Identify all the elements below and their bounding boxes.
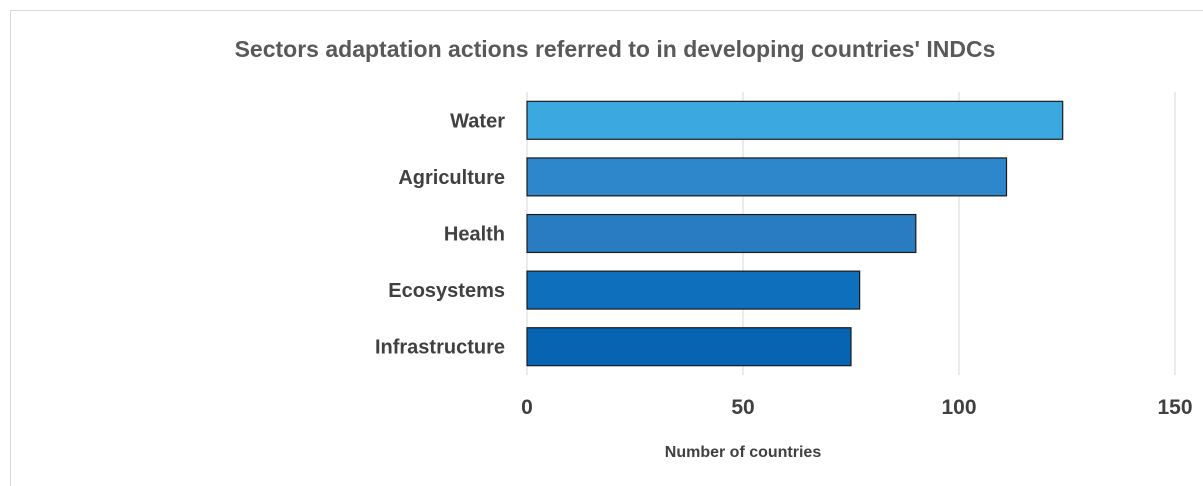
chart-frame — [10, 10, 1203, 486]
bar-agriculture — [526, 157, 1008, 197]
x-tick-label-50: 50 — [731, 396, 754, 419]
category-label-infrastructure: Infrastructure — [375, 337, 505, 359]
x-tick-label-150: 150 — [1157, 396, 1192, 419]
x-axis-label: Number of countries — [665, 444, 822, 461]
category-label-agriculture: Agriculture — [398, 167, 505, 189]
bars — [526, 100, 1064, 367]
x-tick-label-0: 0 — [521, 396, 533, 419]
category-label-water: Water — [450, 110, 505, 132]
category-labels: Water Agriculture Health Ecosystems Infrastr… — [375, 110, 505, 358]
tick-labels: 0 50 100 150 — [521, 396, 1192, 419]
bar-chart: Sectors adaptation actions referred to i… — [235, 36, 1193, 461]
category-label-health: Health — [444, 224, 505, 246]
bar-ecosystems — [526, 270, 861, 310]
bar-health — [526, 213, 917, 254]
x-tick-label-100: 100 — [941, 396, 976, 419]
category-label-ecosystems: Ecosystems — [388, 280, 505, 302]
bar-water — [526, 100, 1064, 140]
bar-infrastructure — [526, 327, 852, 367]
chart-title: Sectors adaptation actions referred to i… — [235, 36, 996, 62]
